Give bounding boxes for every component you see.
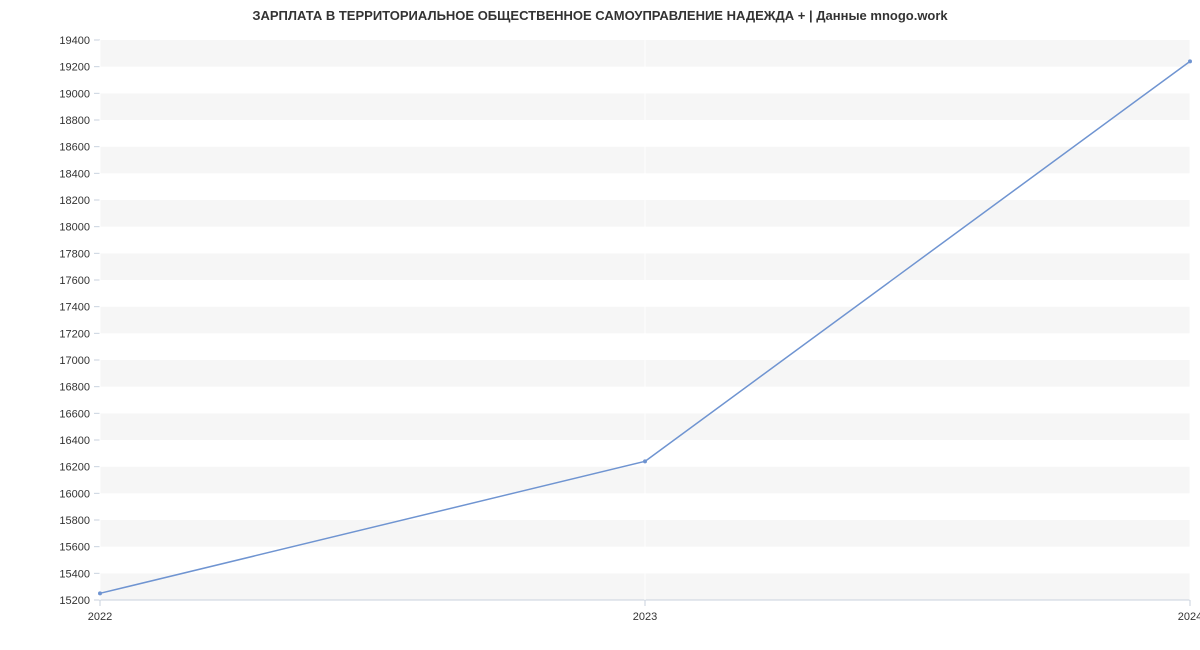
y-tick-label: 17800 [59,248,90,260]
y-tick-label: 18400 [59,168,90,180]
line-chart-svg: 15200 15400 15600 15800 16000 16200 16400 16600… [0,0,1200,650]
y-tick-label: 18200 [59,195,90,207]
x-tick-label: 2022 [88,611,112,623]
series-marker [643,459,647,463]
series-marker [98,591,102,595]
y-tick-label: 17200 [59,328,90,340]
y-tick-label: 16600 [59,408,90,420]
y-tick-label: 16200 [59,462,90,474]
y-tick-label: 19400 [59,35,90,47]
y-tick-label: 17600 [59,275,90,287]
y-tick-label: 16800 [59,382,90,394]
y-tick-label: 17400 [59,302,90,314]
line-chart-container: 15200 15400 15600 15800 16000 16200 16400 16600… [0,0,1200,650]
y-tick-label: 16400 [59,435,90,447]
chart-title: ЗАРПЛАТА В ТЕРРИТОРИАЛЬНОЕ ОБЩЕСТВЕННОЕ … [252,8,948,23]
y-tick-label: 15200 [59,595,90,607]
x-tick-label: 2023 [633,611,657,623]
y-tick-label: 19200 [59,62,90,74]
y-tick-label: 16000 [59,488,90,500]
x-tick-label: 2024 [1178,611,1200,623]
series-marker [1188,59,1192,63]
y-tick-label: 15400 [59,568,90,580]
y-tick-label: 18800 [59,115,90,127]
y-tick-label: 15800 [59,515,90,527]
y-tick-label: 18000 [59,222,90,234]
y-tick-label: 18600 [59,142,90,154]
y-tick-label: 15600 [59,542,90,554]
y-tick-label: 19000 [59,88,90,100]
y-tick-label: 17000 [59,355,90,367]
